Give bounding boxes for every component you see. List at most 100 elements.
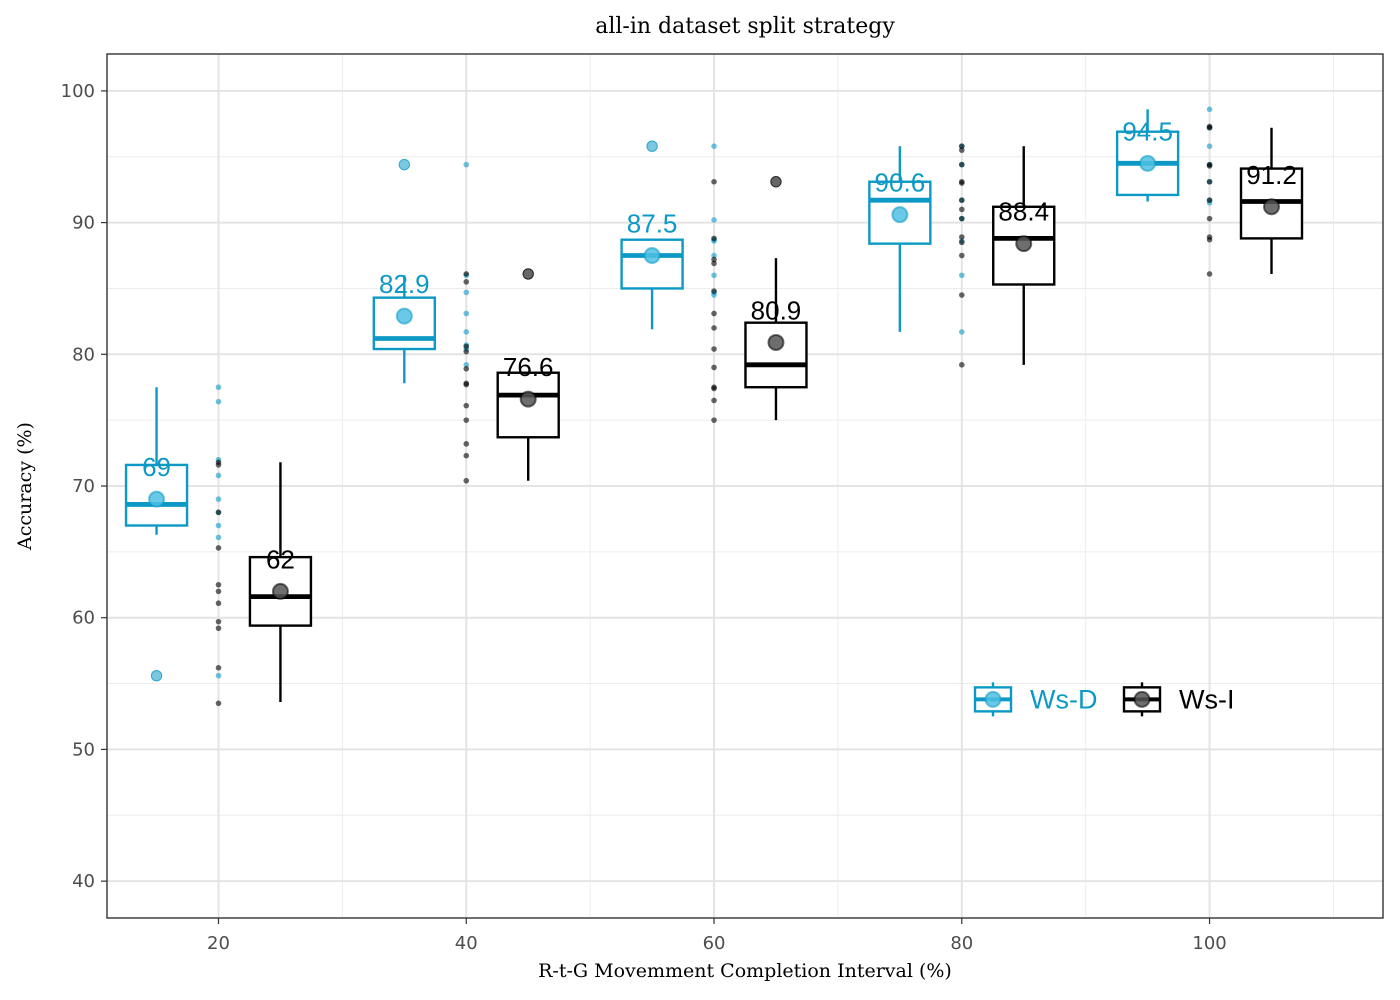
raw-point	[958, 272, 965, 279]
raw-point	[711, 178, 717, 185]
y-axis: 40 50 60 70 80 90 100	[61, 81, 107, 892]
raw-point	[215, 672, 222, 679]
raw-points	[215, 106, 1213, 707]
raw-point	[958, 239, 965, 246]
box-group: 76.6	[496, 268, 560, 481]
raw-point	[215, 472, 222, 479]
mean-marker	[148, 490, 166, 508]
x-axis-title: R-t-G Movemment Completion Interval (%)	[538, 960, 952, 982]
raw-point	[463, 343, 470, 350]
raw-point	[711, 364, 717, 371]
box-group: 90.6	[868, 146, 932, 332]
mean-label: 87.5	[627, 209, 678, 239]
box-iqr	[124, 463, 189, 527]
mean-marker	[1139, 154, 1157, 172]
x-tick-label: 100	[1192, 933, 1226, 954]
box-outlier	[522, 268, 534, 280]
mean-marker	[767, 333, 785, 351]
raw-point	[215, 384, 222, 391]
raw-point	[958, 362, 965, 368]
y-tick-label: 70	[72, 476, 95, 497]
raw-point	[215, 618, 222, 625]
legend-label: Ws-D	[1030, 684, 1097, 714]
raw-point	[463, 381, 470, 388]
raw-point	[463, 348, 470, 355]
raw-point	[958, 252, 965, 259]
raw-point	[463, 310, 470, 317]
raw-point	[958, 147, 965, 153]
mean-marker	[271, 582, 289, 600]
raw-point	[463, 477, 470, 484]
legend-item: Ws-I	[1122, 682, 1234, 717]
raw-point	[215, 625, 222, 632]
legend-item: Ws-D	[973, 682, 1097, 717]
box-group: 62	[248, 462, 313, 702]
raw-point	[463, 365, 470, 372]
grid-major	[107, 54, 1383, 918]
y-tick-label: 80	[72, 344, 95, 365]
box-outlier	[398, 158, 411, 171]
raw-point	[711, 217, 717, 223]
box-iqr	[744, 321, 808, 389]
chart-title: all-in dataset split strategy	[595, 14, 895, 39]
legend: Ws-D Ws-I	[973, 682, 1234, 717]
x-tick-label: 80	[950, 933, 973, 954]
raw-point	[215, 509, 222, 516]
legend-key-mean	[984, 690, 1002, 708]
mean-label: 76.6	[503, 352, 554, 382]
raw-point	[958, 180, 965, 186]
raw-point	[711, 385, 717, 392]
x-tick-label: 40	[455, 933, 478, 954]
raw-point	[958, 329, 965, 335]
raw-point	[463, 417, 470, 423]
box-outlier	[150, 669, 163, 682]
raw-point	[463, 402, 470, 409]
raw-point	[463, 329, 470, 335]
mean-marker	[1015, 235, 1033, 253]
box-group: 94.5	[1115, 109, 1180, 202]
raw-point	[1206, 236, 1213, 243]
mean-marker	[519, 390, 537, 408]
raw-point	[215, 700, 222, 707]
mean-label: 69	[142, 452, 171, 482]
y-tick-label: 40	[72, 871, 95, 892]
raw-point	[711, 288, 717, 294]
y-tick-label: 100	[61, 81, 95, 102]
raw-point	[215, 581, 222, 588]
raw-point	[711, 272, 717, 279]
raw-point	[215, 664, 222, 671]
raw-point	[463, 289, 470, 296]
legend-label: Ws-I	[1179, 684, 1234, 714]
box-group: 82.9	[372, 158, 437, 384]
raw-point	[215, 534, 222, 541]
raw-point	[711, 310, 717, 317]
y-tick-label: 60	[72, 608, 95, 629]
mean-label: 94.5	[1122, 116, 1173, 146]
mean-marker	[395, 307, 413, 325]
y-tick-label: 90	[72, 213, 95, 234]
raw-point	[463, 279, 470, 285]
raw-point	[1206, 178, 1213, 185]
raw-point	[463, 161, 470, 168]
raw-point	[215, 588, 222, 595]
raw-point	[711, 256, 717, 263]
mean-marker	[891, 206, 909, 224]
box-group: 69	[124, 387, 189, 682]
raw-point	[711, 143, 717, 149]
raw-point	[215, 522, 222, 529]
box-group: 88.4	[992, 146, 1056, 365]
raw-point	[958, 292, 965, 298]
raw-point	[711, 260, 717, 267]
raw-point	[711, 397, 717, 404]
raw-point	[711, 346, 717, 352]
mean-marker	[643, 247, 661, 265]
y-tick-label: 50	[72, 739, 95, 760]
raw-point	[463, 452, 470, 459]
x-tick-label: 60	[703, 933, 726, 954]
raw-point	[1206, 271, 1213, 277]
raw-point	[711, 325, 717, 331]
raw-point	[711, 417, 717, 423]
legend-key-mean	[1133, 690, 1151, 708]
mean-label: 62	[266, 544, 295, 574]
